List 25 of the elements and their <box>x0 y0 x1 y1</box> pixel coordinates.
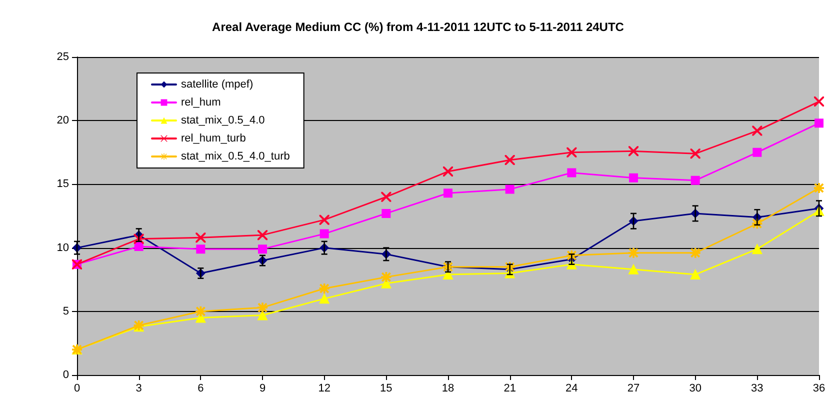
x-tick-label: 36 <box>812 382 826 394</box>
x-tick-label: 21 <box>504 382 516 394</box>
legend-label: rel_hum <box>181 96 221 108</box>
legend-label: stat_mix_0.5_4.0 <box>181 114 265 126</box>
x-tick-label: 0 <box>74 382 80 394</box>
y-tick-label: 5 <box>62 305 69 318</box>
legend-label: stat_mix_0.5_4.0_turb <box>181 150 290 162</box>
x-tick-label: 12 <box>318 382 330 394</box>
x-tick-label: 6 <box>198 382 204 394</box>
y-tick-label: 15 <box>56 178 69 190</box>
x-tick-label: 18 <box>442 382 454 394</box>
y-tick-label: 20 <box>56 114 69 127</box>
y-tick-label: 25 <box>56 51 69 63</box>
legend-label: satellite (mpef) <box>181 78 254 90</box>
x-tick-label: 30 <box>689 382 702 394</box>
x-tick-label: 15 <box>380 382 392 394</box>
x-tick-label: 24 <box>566 382 578 394</box>
x-tick-label: 3 <box>136 382 142 394</box>
x-tick-label: 33 <box>751 382 764 394</box>
y-tick-label: 0 <box>62 369 69 381</box>
x-tick-label: 27 <box>627 382 640 394</box>
x-tick-label: 9 <box>259 382 266 394</box>
legend-label: rel_hum_turb <box>181 132 246 144</box>
y-tick-label: 10 <box>56 242 69 254</box>
chart-title: Areal Average Medium CC (%) from 4-11-2011 12UTC to 5-11-2011 24UTC <box>212 20 624 34</box>
